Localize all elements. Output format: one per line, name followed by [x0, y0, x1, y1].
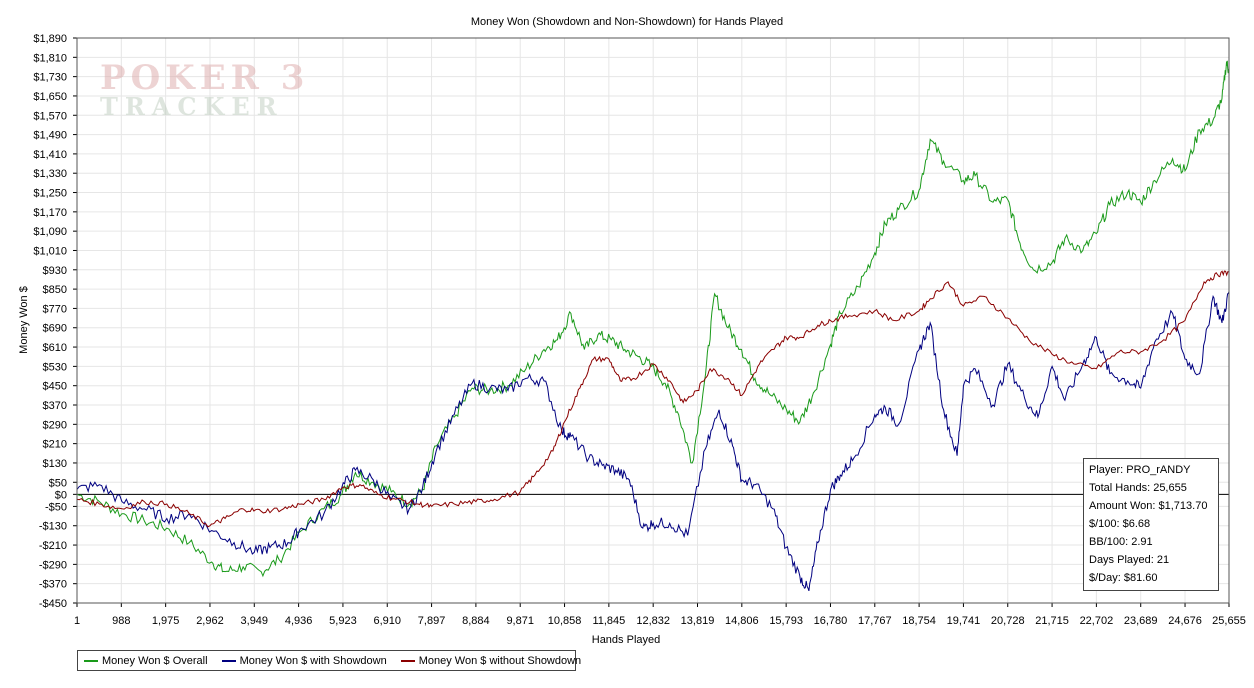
y-axis: $1,890 $1,810 $1,730 $1,650 $1,570 $1,490 $1,4…	[33, 33, 77, 610]
x-tick-label: 18,754	[902, 615, 936, 627]
y-tick-label: $130	[43, 458, 67, 470]
series-line-3	[76, 270, 1230, 528]
y-tick-label: $1,890	[33, 33, 67, 45]
y-tick-label: $1,490	[33, 130, 67, 142]
legend-label-showdown: Money Won $ with Showdown	[239, 654, 387, 667]
x-tick-label: 1,975	[152, 615, 180, 627]
y-tick-label: $1,170	[33, 207, 67, 219]
x-tick-label: 10,858	[548, 615, 582, 627]
x-tick-label: 13,819	[681, 615, 715, 627]
x-tick-label: 19,741	[947, 615, 981, 627]
x-axis-label: Hands Played	[592, 634, 661, 646]
y-tick-label: -$450	[39, 598, 67, 610]
x-tick-label: 16,780	[814, 615, 848, 627]
y-tick-label: -$290	[39, 559, 67, 571]
x-tick-label: 12,832	[636, 615, 670, 627]
y-tick-label: -$210	[39, 540, 67, 552]
x-tick-label: 7,897	[418, 615, 446, 627]
x-tick-label: 21,715	[1035, 615, 1069, 627]
legend-swatch-overall	[84, 659, 98, 662]
x-tick-label: 14,806	[725, 615, 759, 627]
x-tick-label: 11,845	[592, 615, 625, 627]
series-line-1	[76, 60, 1230, 578]
y-tick-label: $210	[43, 439, 67, 451]
y-tick-label: $1,010	[33, 245, 67, 257]
grid	[76, 37, 1230, 604]
x-tick-label: 4,936	[285, 615, 313, 627]
series-line-2	[76, 291, 1230, 592]
x-tick-label: 23,689	[1124, 615, 1158, 627]
chart-title: Money Won (Showdown and Non-Showdown) fo…	[471, 16, 783, 28]
stat-bb-per-100: BB/100: 2.91	[1089, 536, 1153, 548]
x-tick-label: 1	[74, 615, 80, 627]
legend: Money Won $ Overall Money Won $ with Sho…	[77, 650, 581, 671]
y-tick-label: $0	[55, 489, 67, 501]
y-tick-label: $1,090	[33, 226, 67, 238]
y-tick-label: $1,410	[33, 149, 67, 161]
x-tick-label: 3,949	[241, 615, 269, 627]
x-tick-label: 15,793	[769, 615, 803, 627]
stat-player: Player: PRO_rANDY	[1089, 464, 1191, 476]
x-tick-label: 17,767	[858, 615, 892, 627]
y-tick-label: $1,250	[33, 188, 67, 200]
y-tick-label: -$130	[39, 521, 67, 533]
legend-item-overall: Money Won $ Overall	[84, 655, 208, 667]
legend-swatch-non-showdown	[400, 659, 415, 662]
legend-item-non-showdown: Money Won $ without Showdown	[400, 654, 582, 667]
y-tick-label: $50	[49, 477, 67, 489]
x-tick-label: 22,702	[1080, 615, 1114, 627]
x-tick-label: 988	[112, 615, 130, 627]
x-tick-label: 8,884	[462, 615, 490, 627]
y-tick-label: $770	[43, 303, 67, 315]
stat-days-played: Days Played: 21	[1089, 554, 1170, 566]
stat-dollars-per-100: $/100: $6.68	[1089, 518, 1151, 530]
legend-label-non-showdown: Money Won $ without Showdown	[418, 654, 582, 667]
x-tick-label: 9,871	[506, 615, 534, 627]
y-tick-label: $1,650	[33, 91, 67, 103]
y-axis-label: Money Won $	[18, 286, 30, 354]
x-axis: 1 988 1,975 2,962 3,949 4,936 5,923 6,910 7,897 8…	[74, 603, 1246, 627]
y-tick-label: $850	[43, 284, 67, 296]
x-tick-label: 25,655	[1212, 615, 1246, 627]
y-tick-label: $1,730	[33, 72, 67, 84]
stat-total-hands: Total Hands: 25,655	[1089, 482, 1187, 494]
y-tick-label: $930	[43, 265, 67, 277]
x-tick-label: 5,923	[329, 615, 357, 627]
y-tick-label: $1,570	[33, 110, 67, 122]
y-tick-label: $450	[43, 381, 67, 393]
y-tick-label: $610	[43, 342, 67, 354]
x-tick-label: 6,910	[373, 615, 401, 627]
stat-amount-won: Amount Won: $1,713.70	[1089, 500, 1208, 512]
stats-box: Player: PRO_rANDY Total Hands: 25,655 Am…	[1083, 458, 1219, 591]
y-tick-label: $1,330	[33, 168, 67, 180]
legend-swatch-showdown	[221, 659, 236, 662]
y-tick-label: -$50	[45, 501, 67, 513]
legend-item-showdown: Money Won $ with Showdown	[221, 654, 387, 667]
y-tick-label: $1,810	[33, 52, 67, 64]
series-lines	[76, 60, 1230, 592]
legend-label-overall: Money Won $ Overall	[102, 654, 208, 667]
stat-dollars-per-day: $/Day: $81.60	[1089, 572, 1158, 584]
y-tick-label: $290	[43, 419, 67, 431]
x-tick-label: 2,962	[196, 615, 224, 627]
y-tick-label: -$370	[39, 579, 67, 591]
y-tick-label: $530	[43, 361, 67, 373]
y-tick-label: $370	[43, 400, 67, 412]
y-tick-label: $690	[43, 323, 67, 335]
x-tick-label: 24,676	[1168, 615, 1202, 627]
x-tick-label: 20,728	[991, 615, 1025, 627]
plot-frame	[76, 37, 1230, 604]
